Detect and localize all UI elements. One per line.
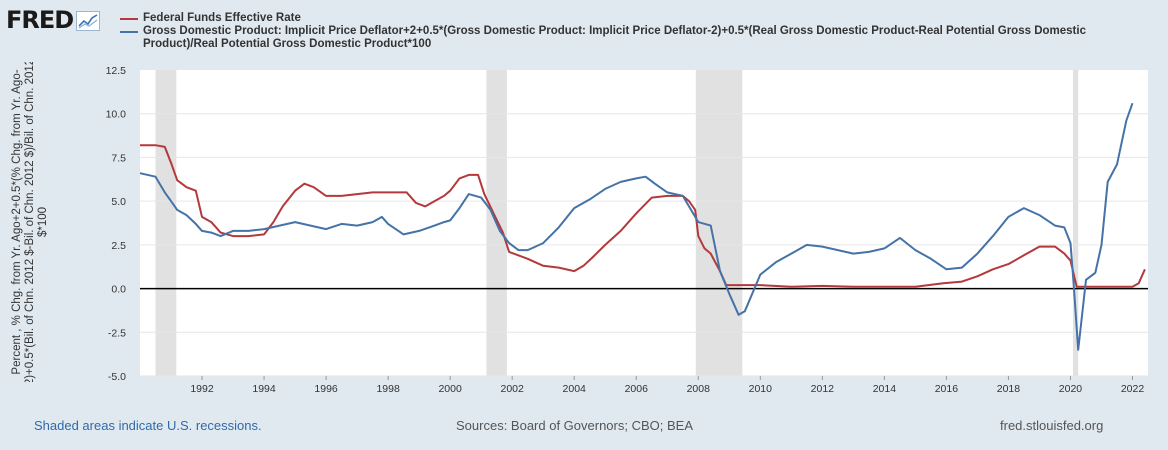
x-tick-label: 1998 [376, 383, 400, 395]
recession-band-0 [155, 70, 177, 376]
x-tick-label: 2010 [749, 383, 773, 395]
recession-shading [155, 70, 1079, 376]
chart-legend: Federal Funds Effective Rate Gross Domes… [120, 12, 1150, 51]
legend-label-fed-funds: Federal Funds Effective Rate [143, 12, 301, 24]
y-tick-label: 5.0 [111, 196, 126, 208]
y-tick-label: 7.5 [111, 152, 126, 164]
x-tick-label: 2008 [687, 383, 711, 395]
x-tick-label: 2000 [438, 383, 462, 395]
legend-item-gdp-formula: Gross Domestic Product: Implicit Price D… [120, 25, 1150, 51]
fred-logo[interactable]: FRED [6, 6, 101, 34]
x-tick-label: 2022 [1121, 383, 1145, 395]
site-link[interactable]: fred.stlouisfed.org [1000, 418, 1104, 433]
x-tick-label: 1992 [190, 383, 214, 395]
x-tick-label: 2014 [873, 383, 897, 395]
series-lines [139, 102, 1146, 351]
y-axis-label-line-2: 2)+0.5*(Bil. of Chn. 2012 $-Bil. of Chn.… [24, 62, 36, 382]
x-tick-label: 2002 [501, 383, 525, 395]
recession-note[interactable]: Shaded areas indicate U.S. recessions. [34, 418, 262, 433]
fred-chart-icon [76, 11, 101, 31]
y-tick-label: 0.0 [111, 284, 126, 296]
legend-label-gdp-formula: Gross Domestic Product: Implicit Price D… [143, 25, 1086, 50]
x-tick-labels: 1992 1994 1996 1998 2000 2002 2004 2006 2008 2010… [190, 376, 1144, 395]
y-tick-label: 10.0 [106, 109, 127, 121]
x-tick-label: 2020 [1059, 383, 1083, 395]
y-axis-label: Percent , % Chg. from Yr. Ago+2+0.5*(% C… [11, 62, 49, 382]
y-tick-label: -2.5 [108, 327, 126, 339]
plot-area [140, 70, 1148, 376]
sources-text: Sources: Board of Governors; CBO; BEA [456, 418, 693, 433]
x-tick-label: 1996 [314, 383, 338, 395]
series-line-1 [139, 102, 1134, 351]
x-tick-label: 2006 [625, 383, 649, 395]
grid-lines [140, 113, 1148, 377]
x-tick-label: 2016 [935, 383, 959, 395]
y-tick-labels: -5.0 -2.5 0.0 2.5 5.0 7.5 10.0 12.5 [106, 65, 127, 383]
x-tick-label: 2018 [997, 383, 1021, 395]
recession-band-3 [1072, 70, 1079, 376]
x-tick-label: 2004 [563, 383, 587, 395]
series-line-0 [140, 144, 1146, 288]
y-tick-label: -5.0 [108, 371, 126, 383]
logo-text: FRED [6, 6, 74, 34]
legend-item-fed-funds: Federal Funds Effective Rate [120, 12, 1150, 25]
y-axis-label-line-1: Percent , % Chg. from Yr. Ago+2+0.5*(% C… [11, 69, 23, 374]
y-tick-label: 12.5 [106, 65, 127, 77]
x-tick-label: 1994 [252, 383, 276, 395]
y-axis-label-line-3: $*100 [37, 207, 49, 237]
x-tick-label: 2012 [811, 383, 835, 395]
legend-swatch-gdp-formula [120, 31, 138, 33]
legend-swatch-fed-funds [120, 18, 138, 20]
y-tick-label: 2.5 [111, 240, 126, 252]
